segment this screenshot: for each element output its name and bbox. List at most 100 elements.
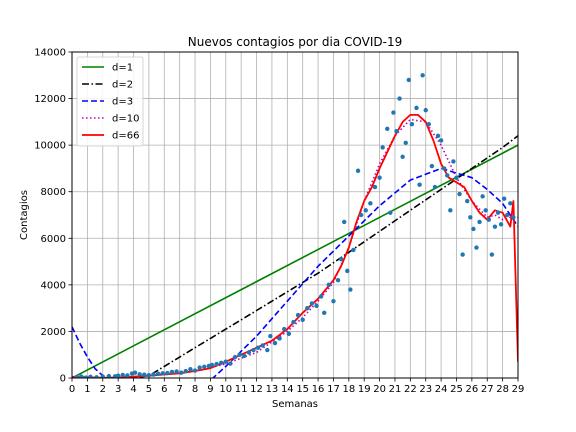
data-point [348,287,353,292]
legend-label: d=3 [112,97,133,108]
data-point [286,331,292,336]
data-point [338,257,344,262]
x-tick-label: 1 [84,384,90,395]
data-point [100,374,105,378]
data-point [420,73,425,78]
x-tick-label: 25 [450,384,463,395]
data-point [406,77,412,83]
x-tick-label: 9 [207,384,213,395]
data-point [174,369,179,374]
data-point [388,210,393,215]
x-tick-label: 17 [327,384,340,395]
y-tick-label: 14000 [34,48,66,59]
data-point [409,121,415,127]
data-point [142,372,147,377]
data-point [342,219,347,225]
data-point [265,347,270,353]
x-tick-label: 28 [496,384,509,395]
legend-label: d=66 [112,131,139,142]
data-point [511,215,516,220]
data-point [400,154,405,159]
data-point [228,361,233,366]
x-tick-label: 2 [100,384,106,395]
data-point [498,222,504,227]
data-point [155,371,161,377]
data-point [251,347,256,353]
x-tick-label: 5 [146,384,152,395]
data-point [368,201,373,206]
data-point [255,345,261,350]
data-point [435,133,441,139]
data-point [125,373,130,378]
data-point [331,298,336,304]
x-tick-label: 8 [192,384,198,395]
data-point [94,375,99,378]
data-point [322,310,327,315]
legend-box [76,56,144,147]
data-point [295,312,301,318]
data-point [429,163,435,169]
x-tick-label: 20 [373,384,386,395]
data-point [335,278,341,283]
x-tick-label: 16 [312,384,325,395]
data-point [160,371,165,376]
x-tick-label: 6 [161,384,167,395]
x-tick-label: 19 [358,384,371,395]
x-axis-title: Semanas [272,399,318,410]
x-tick-label: 23 [419,384,432,395]
series-line-d10 [72,118,518,378]
data-point [372,184,378,190]
x-tick-label: 27 [481,384,494,395]
data-point [414,105,419,111]
data-point [106,373,112,378]
data-point [451,159,456,164]
x-tick-label: 0 [69,384,75,395]
data-point [88,374,93,378]
series-line-d66 [72,114,518,378]
x-tick-label: 21 [389,384,402,395]
data-point [480,194,485,199]
y-tick-label: 0 [60,374,66,385]
series-line-d1 [72,144,518,378]
data-point [132,370,138,375]
series-line-d2 [126,135,518,378]
legend-label: d=10 [112,114,139,125]
y-tick-label: 4000 [41,280,66,291]
data-point [223,359,228,364]
data-point [305,305,310,311]
data-point [232,354,238,360]
data-point [165,370,170,376]
legend: d=1 d=2 d=3 d=10 d=66 [76,56,144,147]
y-tick-label: 8000 [41,187,66,198]
data-point [183,368,189,374]
data-point [377,175,382,180]
data-point [197,365,202,370]
data-point [300,317,305,322]
data-point [426,121,431,127]
x-tick-label: 29 [512,384,525,395]
y-tick-label: 6000 [41,234,66,245]
y-tick-label: 10000 [34,141,66,152]
data-point [237,352,242,357]
data-point [169,369,175,375]
data-point [465,198,470,204]
data-point [137,372,142,377]
y-tick-label: 2000 [41,327,66,338]
x-tick-label: 22 [404,384,417,395]
data-point [151,372,156,377]
data-point [394,128,399,134]
y-axis-title: Contagios [19,190,30,240]
data-point [355,168,361,173]
plot-frame [71,51,519,379]
data-point [214,361,219,367]
x-tick-label: 3 [115,384,121,395]
data-point [277,336,282,341]
x-tick-label: 4 [130,384,136,395]
data-point [508,201,513,206]
x-tick-label: 14 [281,384,294,395]
x-tick-label: 11 [235,384,248,395]
data-point [358,212,364,218]
data-point [492,224,498,229]
data-point [318,294,324,299]
